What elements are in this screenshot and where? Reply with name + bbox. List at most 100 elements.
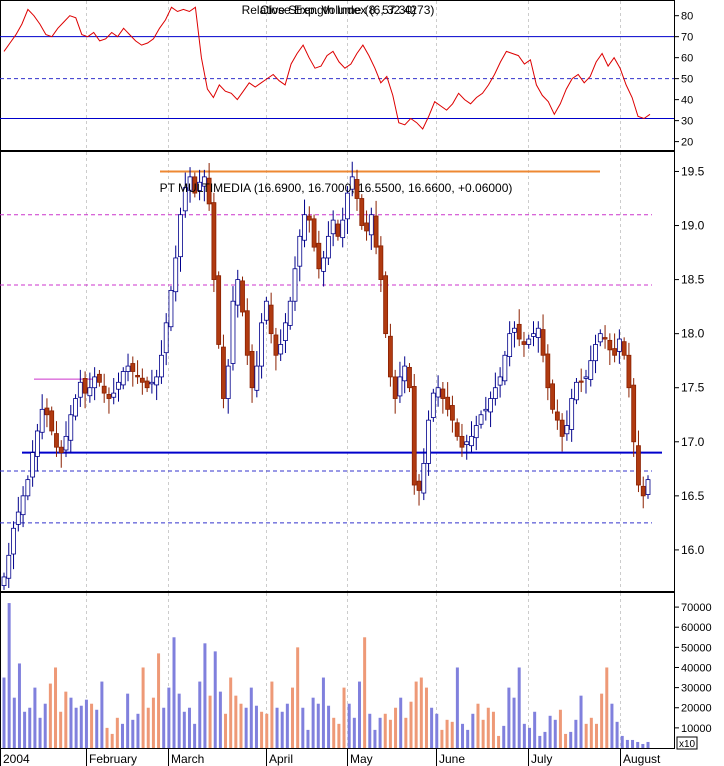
volume-axis-label: 20000	[681, 703, 712, 715]
candle-body	[335, 223, 341, 237]
candle	[392, 369, 398, 414]
candle	[459, 423, 465, 457]
candle-body	[454, 422, 460, 437]
candle	[612, 333, 618, 363]
candle	[221, 334, 226, 409]
volume-bar	[625, 739, 629, 748]
volume-bar	[641, 743, 645, 748]
candle-body	[569, 398, 575, 430]
candle	[492, 372, 498, 406]
candle-body	[168, 290, 174, 328]
candle	[368, 207, 374, 250]
volume-bar	[54, 667, 58, 748]
candle	[278, 329, 284, 362]
volume-bar	[38, 717, 42, 748]
candle	[607, 333, 613, 366]
candle-body	[58, 446, 64, 453]
candle-body	[283, 322, 288, 341]
candle	[139, 368, 145, 395]
candle	[383, 271, 389, 338]
volume-bar	[244, 707, 248, 748]
candle	[421, 448, 427, 501]
candle-body	[616, 338, 622, 352]
candle	[268, 292, 274, 344]
candle-body	[526, 338, 532, 345]
candle	[578, 368, 584, 393]
volume-bar	[491, 711, 495, 748]
candle	[168, 286, 174, 332]
candle-body	[578, 380, 584, 383]
axis-ticks: 2004 February March April May June July August 8…	[0, 11, 712, 766]
volume-bar	[631, 739, 635, 748]
candle	[311, 214, 317, 252]
volume-bar	[74, 707, 78, 748]
candle	[454, 418, 460, 441]
x-axis-label: June	[439, 752, 465, 766]
candle	[445, 382, 451, 417]
volume-bar	[162, 707, 166, 748]
candle-body	[44, 407, 50, 416]
candle	[450, 395, 455, 433]
candle	[173, 245, 179, 302]
candle	[254, 350, 260, 398]
candle-body	[120, 371, 126, 386]
volume-bar	[301, 707, 305, 748]
candle	[645, 475, 651, 499]
volume-bar	[254, 705, 258, 748]
candle	[354, 169, 360, 211]
candle-body	[607, 339, 613, 351]
candle	[135, 360, 140, 384]
volume-bar	[131, 719, 135, 748]
candle	[49, 406, 55, 436]
volume-bar	[409, 701, 413, 748]
volume-bar	[337, 723, 341, 748]
volume-bar	[476, 703, 480, 748]
candle-body	[139, 377, 145, 383]
candle-body	[163, 322, 169, 354]
volume-bar	[64, 691, 68, 748]
candle-body	[130, 363, 136, 372]
volume-bar	[522, 723, 526, 748]
volume-bar	[229, 677, 233, 748]
candle	[302, 199, 307, 248]
volume-bar	[327, 705, 331, 748]
candlestick-series	[1, 161, 651, 590]
price-axis-label: 18.5	[681, 273, 705, 287]
volume-bar	[543, 731, 547, 748]
volume-bar	[471, 713, 475, 748]
candle	[111, 377, 117, 405]
candle	[507, 321, 513, 367]
candle	[225, 359, 231, 414]
candle-body	[39, 408, 45, 433]
candle-body	[469, 435, 474, 447]
volume-bar	[435, 713, 439, 748]
candle-body	[531, 333, 536, 337]
volume-bar	[569, 731, 573, 748]
candle-body	[402, 365, 408, 382]
candle-body	[550, 383, 555, 410]
candle-body	[15, 511, 21, 525]
candle	[473, 415, 479, 451]
candle-body	[135, 374, 140, 378]
candle-body	[459, 435, 465, 448]
candle	[559, 413, 565, 452]
candle	[82, 371, 88, 409]
candle	[387, 323, 393, 387]
volume-bar	[636, 741, 640, 748]
candle	[521, 331, 527, 357]
volume-bar	[419, 677, 423, 748]
volume-bar	[481, 719, 485, 748]
x-axis-label: April	[269, 752, 293, 766]
candle	[106, 387, 112, 414]
candle-body	[1, 576, 7, 586]
candle	[497, 367, 503, 398]
volume-bar	[126, 693, 130, 748]
rsi-axis-label: 60	[681, 53, 693, 65]
candle	[478, 410, 484, 429]
volume-bar	[275, 707, 279, 748]
candle-body	[297, 235, 303, 267]
candle	[345, 186, 350, 234]
volume-bar	[394, 707, 398, 748]
candle	[159, 340, 164, 384]
